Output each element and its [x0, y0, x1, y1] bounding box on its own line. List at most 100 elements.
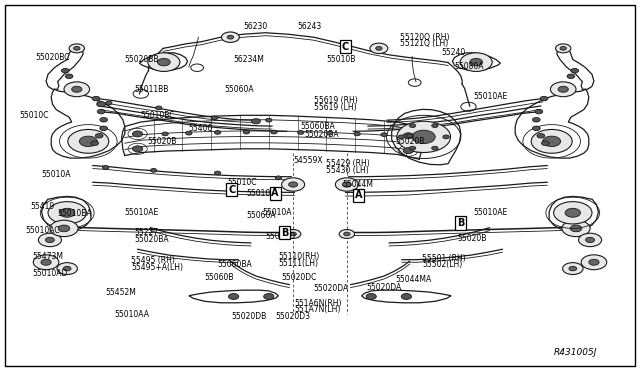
Circle shape — [243, 130, 250, 134]
Circle shape — [535, 109, 543, 114]
Text: C: C — [342, 42, 349, 51]
Circle shape — [282, 178, 305, 191]
Text: 55473M: 55473M — [32, 252, 63, 261]
Circle shape — [470, 58, 483, 66]
Circle shape — [228, 294, 239, 299]
Circle shape — [132, 131, 143, 137]
Text: 55502(LH): 55502(LH) — [422, 260, 463, 269]
Circle shape — [432, 146, 438, 150]
Text: 55430 (LH): 55430 (LH) — [326, 166, 369, 175]
Text: 55044MA: 55044MA — [396, 275, 432, 284]
Text: 55010BC: 55010BC — [141, 111, 175, 120]
Circle shape — [72, 86, 82, 92]
Circle shape — [556, 44, 571, 53]
Text: 55020B: 55020B — [458, 234, 487, 243]
Circle shape — [541, 141, 549, 145]
Text: 55010C: 55010C — [227, 178, 257, 187]
Text: 55110(RH): 55110(RH) — [278, 252, 319, 261]
Circle shape — [569, 266, 577, 271]
Circle shape — [381, 133, 387, 137]
Circle shape — [221, 32, 239, 42]
Circle shape — [186, 131, 192, 135]
Circle shape — [565, 208, 580, 217]
Circle shape — [162, 132, 168, 136]
Text: 55240: 55240 — [442, 48, 466, 57]
Text: 55020D3: 55020D3 — [275, 312, 310, 321]
Circle shape — [148, 53, 180, 71]
Circle shape — [50, 220, 78, 237]
Text: 55010AE: 55010AE — [125, 208, 159, 217]
Circle shape — [543, 136, 561, 147]
Text: 55020B: 55020B — [396, 137, 425, 146]
Text: 55120Q (RH): 55120Q (RH) — [400, 33, 449, 42]
Text: 55010B: 55010B — [326, 55, 356, 64]
Circle shape — [48, 202, 86, 224]
Text: 55020BA: 55020BA — [304, 130, 339, 139]
Circle shape — [570, 225, 582, 232]
Text: 55010BA: 55010BA — [58, 209, 92, 218]
Circle shape — [33, 255, 59, 270]
Circle shape — [550, 82, 576, 97]
Circle shape — [562, 220, 590, 237]
Circle shape — [211, 116, 218, 120]
Circle shape — [252, 119, 260, 124]
Circle shape — [95, 134, 103, 138]
Circle shape — [366, 294, 376, 299]
Circle shape — [560, 46, 566, 50]
Circle shape — [275, 176, 282, 180]
Circle shape — [342, 182, 351, 187]
Text: 55011BB: 55011BB — [134, 85, 169, 94]
Circle shape — [132, 146, 143, 152]
Text: 55044M: 55044M — [342, 180, 373, 189]
Text: 55020BC: 55020BC — [35, 53, 70, 62]
Text: 55010AD: 55010AD — [32, 269, 67, 278]
Text: A: A — [355, 190, 362, 200]
Circle shape — [61, 68, 69, 73]
Circle shape — [401, 294, 412, 299]
Text: 55020DC: 55020DC — [282, 273, 317, 282]
Circle shape — [290, 232, 296, 236]
Circle shape — [326, 131, 333, 135]
Text: A: A — [271, 189, 279, 198]
Text: 55080A: 55080A — [454, 62, 484, 71]
Text: 55452M: 55452M — [106, 288, 136, 296]
Circle shape — [370, 43, 388, 54]
Circle shape — [589, 259, 599, 265]
Text: 55020BA: 55020BA — [134, 235, 169, 244]
Circle shape — [554, 202, 592, 224]
Text: 55010AB: 55010AB — [246, 189, 281, 198]
Text: 55020DA: 55020DA — [314, 284, 349, 293]
Circle shape — [150, 169, 157, 172]
Text: 55020DB: 55020DB — [232, 312, 267, 321]
Circle shape — [398, 135, 404, 139]
Circle shape — [65, 74, 73, 78]
Text: 55010C: 55010C — [19, 111, 49, 120]
Circle shape — [540, 96, 548, 101]
Text: 55619 (LH): 55619 (LH) — [314, 103, 356, 112]
Circle shape — [264, 294, 274, 299]
Text: 55010A: 55010A — [42, 170, 71, 179]
Text: 55060A: 55060A — [246, 211, 276, 220]
Circle shape — [68, 129, 109, 153]
Circle shape — [298, 131, 304, 134]
Circle shape — [100, 118, 108, 122]
Circle shape — [403, 148, 413, 154]
Text: 54559X: 54559X — [293, 156, 323, 165]
Text: 55060BA: 55060BA — [301, 122, 335, 131]
Circle shape — [563, 263, 583, 275]
Circle shape — [156, 106, 162, 110]
Circle shape — [100, 126, 108, 131]
Circle shape — [63, 266, 71, 271]
Circle shape — [354, 132, 360, 136]
Text: 55010AA: 55010AA — [114, 310, 149, 319]
Text: 56230: 56230 — [243, 22, 268, 31]
Circle shape — [92, 96, 100, 101]
Circle shape — [102, 166, 109, 169]
Circle shape — [406, 134, 413, 138]
Text: 55429 (RH): 55429 (RH) — [326, 159, 370, 168]
Text: 55010A: 55010A — [262, 208, 292, 217]
Circle shape — [60, 208, 75, 217]
Circle shape — [412, 130, 435, 144]
Circle shape — [532, 118, 540, 122]
Text: 55010AE: 55010AE — [474, 208, 508, 217]
